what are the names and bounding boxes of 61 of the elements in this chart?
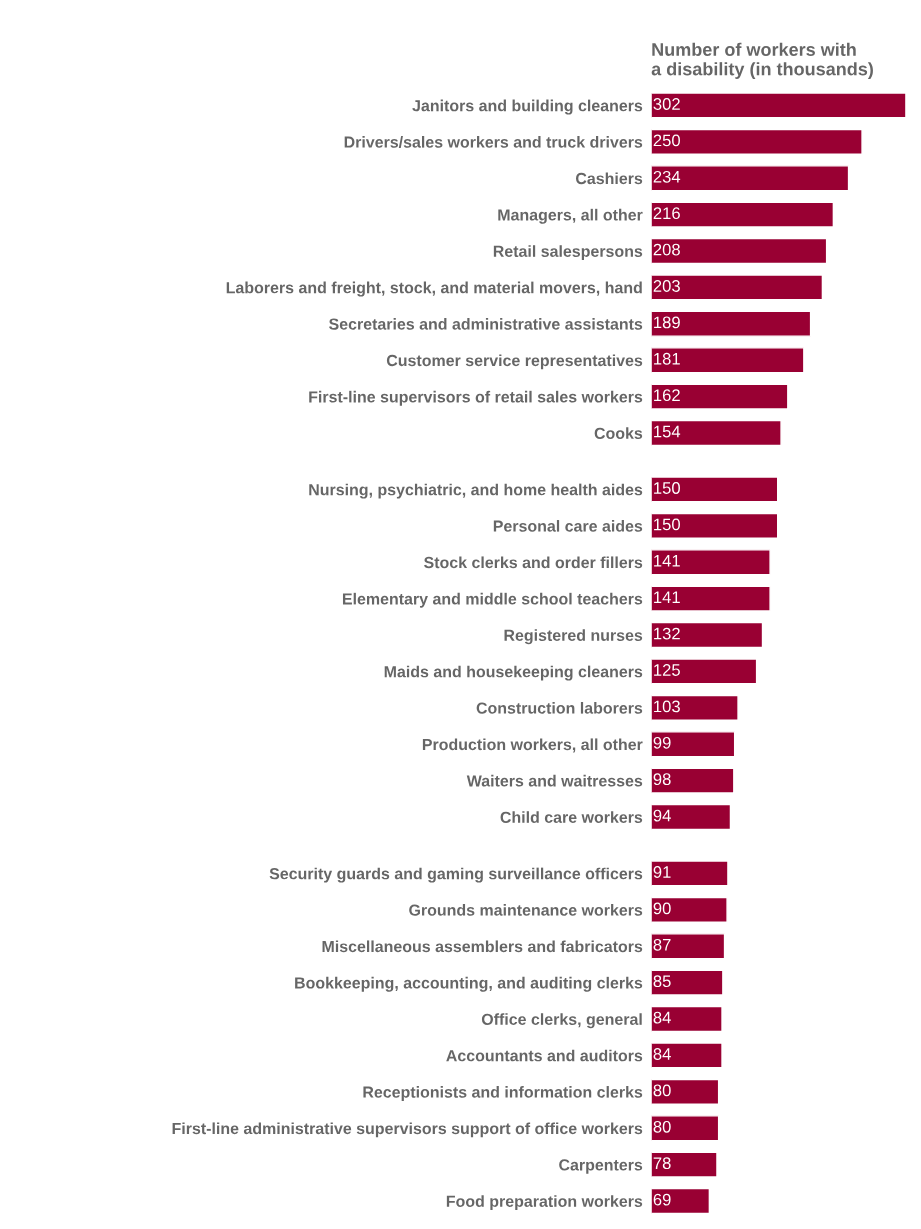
y-tick-label: Food preparation workers <box>446 1195 643 1211</box>
y-tick-label: Security guards and gaming surveillance officers <box>269 867 643 883</box>
data-label: 132 <box>654 627 680 640</box>
data-label: 125 <box>654 664 680 676</box>
data-label: 141 <box>654 555 680 567</box>
data-label: 91 <box>653 866 671 878</box>
y-tick-label: Laborers and freight, stock, and material movers, hand <box>226 281 642 297</box>
y-tick-label: Bookkeeping, accounting, and auditing clerks <box>295 976 643 992</box>
data-label: 94 <box>653 809 671 822</box>
data-label: 234 <box>653 170 681 183</box>
data-label: 302 <box>653 98 680 110</box>
data-label: 80 <box>653 1084 671 1097</box>
y-tick-label: Maids and housekeeping cleaners <box>384 665 643 681</box>
y-tick-label: First-line supervisors of retail sales workers <box>309 390 643 406</box>
data-label: 216 <box>653 207 680 220</box>
y-tick-label: Janitors and building cleaners <box>412 99 643 115</box>
y-tick-label: Waiters and waitresses <box>466 774 643 787</box>
data-label: 84 <box>653 1048 671 1060</box>
data-label: 78 <box>653 1157 671 1170</box>
y-tick-label: Office clerks, general <box>481 1013 642 1029</box>
data-label: 98 <box>653 773 671 786</box>
data-label: 208 <box>653 243 680 256</box>
y-tick-label: Customer service representatives <box>386 354 643 370</box>
y-tick-label: Drivers/sales workers and truck drivers <box>344 136 643 148</box>
data-label: 162 <box>654 389 680 402</box>
chart-title: Number of workers with a disability (in thousands) <box>651 42 873 79</box>
data-label: 80 <box>653 1120 671 1133</box>
y-tick-label: Grounds maintenance workers <box>409 904 643 916</box>
data-label: 90 <box>653 902 671 915</box>
y-tick-label: Nursing, psychiatric, and home health aides <box>309 483 643 499</box>
y-tick-label: Accountants and auditors <box>446 1049 643 1062</box>
data-label: 87 <box>653 938 671 951</box>
y-tick-label: Secretaries and administrative assistants <box>329 318 643 330</box>
data-label: 99 <box>653 736 671 749</box>
data-label: 150 <box>654 518 680 531</box>
y-tick-label: Managers, all other <box>498 208 643 224</box>
y-tick-label: Elementary and middle school teachers <box>342 592 643 608</box>
y-tick-label: Cooks <box>594 427 643 439</box>
data-label: 84 <box>653 1011 671 1024</box>
y-tick-label: Retail salespersons <box>493 245 643 261</box>
data-label: 181 <box>654 352 680 365</box>
y-tick-label: First-line administrative supervisors support of office workers <box>172 1122 643 1138</box>
y-tick-label: Child care workers <box>500 811 643 823</box>
data-label: 150 <box>654 482 680 494</box>
data-label: 85 <box>653 975 671 988</box>
data-label: 250 <box>653 134 680 147</box>
y-tick-label: Miscellaneous assemblers and fabricators <box>322 940 643 953</box>
y-tick-label: Cashiers <box>576 172 643 185</box>
data-label: 141 <box>654 591 680 603</box>
data-label: 154 <box>654 425 681 438</box>
y-tick-label: Registered nurses <box>504 629 643 645</box>
y-tick-label: Receptionists and information clerks <box>363 1086 643 1101</box>
y-tick-label: Production workers, all other <box>422 738 643 753</box>
y-tick-label: Personal care aides <box>493 520 643 532</box>
data-label: 103 <box>654 700 680 713</box>
data-label: 203 <box>653 280 680 292</box>
y-tick-label: Construction laborers <box>476 702 643 714</box>
y-tick-label: Stock clerks and order fillers <box>424 556 643 569</box>
data-label: 189 <box>654 316 680 329</box>
y-tick-label: Carpenters <box>559 1159 643 1174</box>
data-label: 69 <box>653 1193 671 1206</box>
